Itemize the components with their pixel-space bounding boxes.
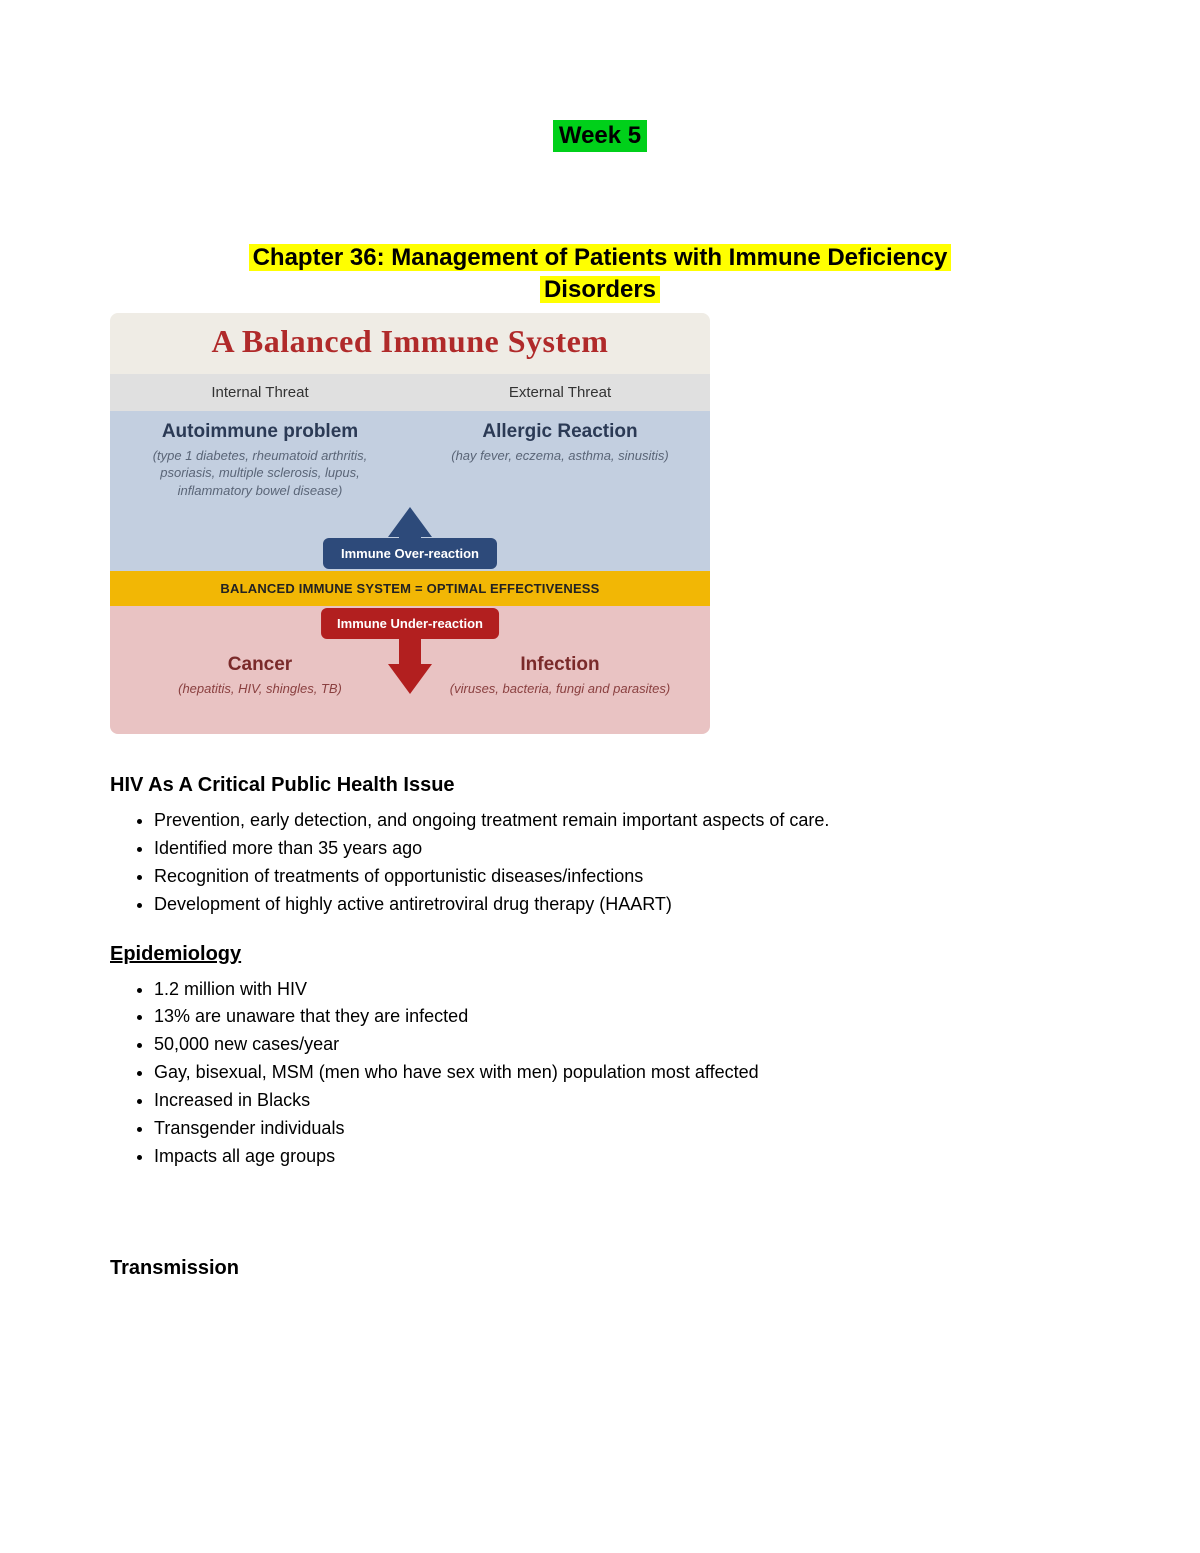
list-item: Recognition of treatments of opportunist… [154,863,1090,891]
underreaction-row: Immune Under-reaction Cancer (hepatitis,… [110,606,710,734]
list-item: 50,000 new cases/year [154,1031,1090,1059]
external-threat-label: External Threat [410,374,710,411]
diagram-title: A Balanced Immune System [212,323,609,359]
list-item: 1.2 million with HIV [154,976,1090,1004]
infection-title: Infection [428,654,692,676]
down-arrow-icon [388,664,432,694]
week-row: Week 5 [110,120,1090,242]
transmission-heading: Transmission [110,1257,1090,1280]
list-item: Transgender individuals [154,1115,1090,1143]
balanced-bar: BALANCED IMMUNE SYSTEM = OPTIMAL EFFECTI… [110,571,710,606]
autoimmune-title: Autoimmune problem [128,421,392,443]
list-item: 13% are unaware that they are infected [154,1003,1090,1031]
chapter-title-line1: Chapter 36: Management of Patients with … [249,244,952,271]
list-item: Increased in Blacks [154,1087,1090,1115]
hiv-heading: HIV As A Critical Public Health Issue [110,774,1090,797]
chapter-heading: Chapter 36: Management of Patients with … [110,242,1090,307]
internal-threat-label: Internal Threat [110,374,410,411]
hiv-list: Prevention, early detection, and ongoing… [110,807,1090,919]
allergic-title: Allergic Reaction [428,421,692,443]
epidemiology-heading: Epidemiology [110,943,1090,966]
immune-diagram: A Balanced Immune System Internal Threat… [110,313,710,734]
infection-sub: (viruses, bacteria, fungi and parasites) [428,680,692,698]
cancer-sub: (hepatitis, HIV, shingles, TB) [128,680,392,698]
list-item: Impacts all age groups [154,1143,1090,1171]
autoimmune-sub: (type 1 diabetes, rheumatoid arthritis, … [128,447,392,500]
cancer-title: Cancer [128,654,392,676]
allergic-sub: (hay fever, eczema, asthma, sinusitis) [428,447,692,465]
document-page: Week 5 Chapter 36: Management of Patient… [0,0,1200,1350]
epidemiology-list: 1.2 million with HIV 13% are unaware tha… [110,976,1090,1171]
week-badge: Week 5 [553,120,647,152]
list-item: Development of highly active antiretrovi… [154,891,1090,919]
underreaction-pill: Immune Under-reaction [321,608,499,639]
list-item: Prevention, early detection, and ongoing… [154,807,1090,835]
list-item: Gay, bisexual, MSM (men who have sex wit… [154,1059,1090,1087]
overreaction-pill: Immune Over-reaction [323,538,497,569]
list-item: Identified more than 35 years ago [154,835,1090,863]
diagram-header: A Balanced Immune System [110,313,710,374]
chapter-title-line2: Disorders [540,276,660,303]
spacer [110,1193,1090,1233]
overreaction-row: Autoimmune problem (type 1 diabetes, rhe… [110,411,710,572]
threat-row: Internal Threat External Threat [110,374,710,411]
